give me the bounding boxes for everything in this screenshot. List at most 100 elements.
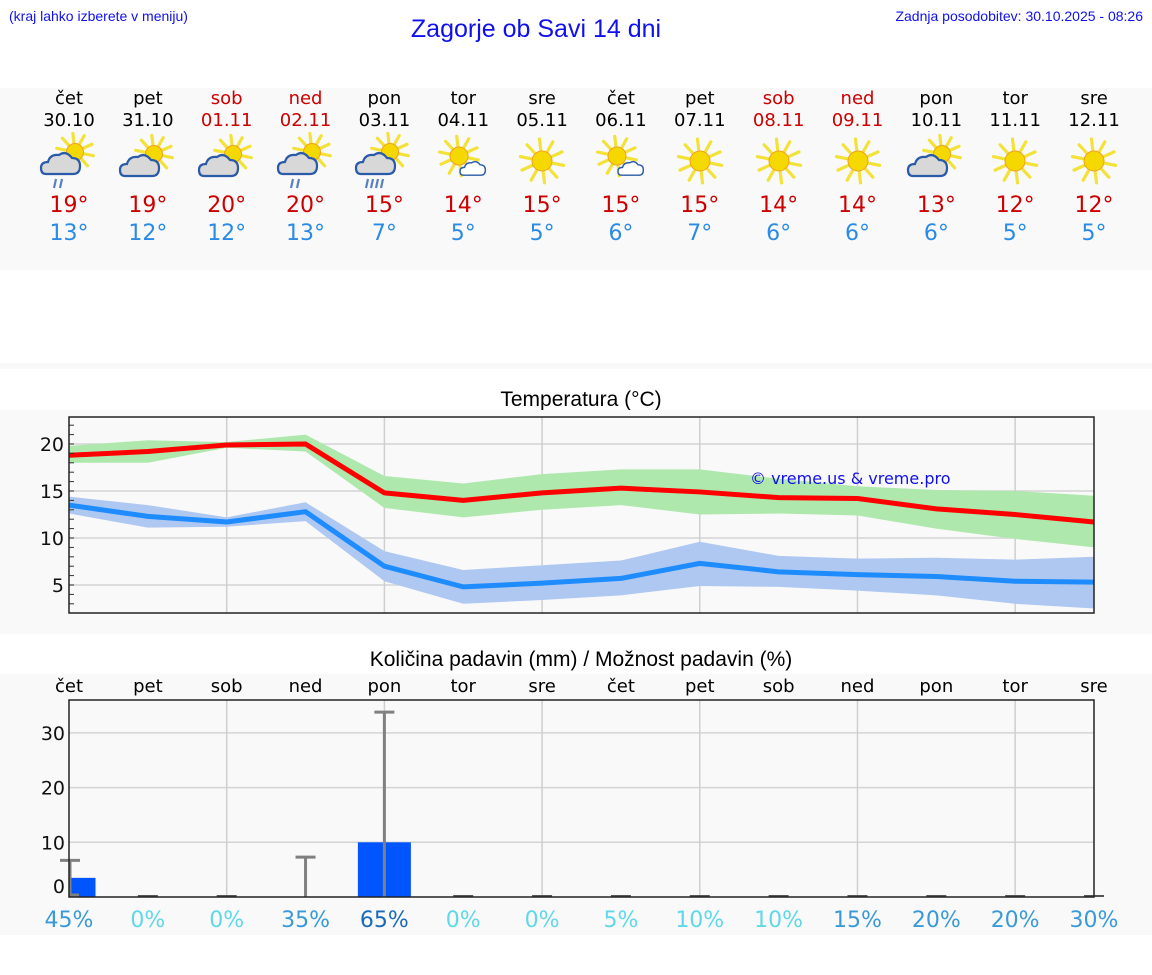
min-temperature: 5°	[450, 221, 476, 246]
sunny-icon	[834, 137, 881, 185]
day-date: 10.11	[910, 110, 963, 131]
watermark: © vreme.us & vreme.pro	[750, 469, 951, 488]
day-forecast: sob 08.11 14° 6°	[740, 88, 818, 248]
max-temperature: 15°	[522, 193, 562, 218]
y-tick-label: 30	[41, 723, 65, 745]
max-temperature: 13°	[916, 193, 956, 218]
day-forecast: tor 04.11 14° 5°	[424, 88, 502, 248]
precip-day-label: ned	[841, 676, 875, 697]
day-forecast: sre 05.11 15° 5°	[503, 88, 581, 248]
max-temperature: 12°	[1074, 193, 1114, 218]
precip-day-label: sob	[211, 676, 243, 697]
day-name: sob	[762, 88, 795, 109]
day-forecast: ned 02.11 20° 13°	[267, 88, 345, 248]
y-tick-label: 10	[41, 832, 65, 854]
day-name: čet	[54, 88, 84, 109]
min-temperature: 6°	[845, 221, 870, 246]
precipitation-probability: 5%	[603, 908, 638, 933]
day-date: 12.11	[1068, 110, 1120, 131]
max-temperature: 14°	[838, 193, 877, 218]
y-tick-label: 5	[52, 575, 64, 597]
mostly-sunny-icon	[438, 134, 487, 178]
min-temperature: 13°	[286, 221, 326, 246]
day-forecast: tor 11.11 12° 5°	[976, 88, 1054, 248]
min-temperature: 6°	[608, 221, 634, 246]
max-temperature: 15°	[364, 193, 404, 218]
sunny-icon	[1070, 137, 1118, 185]
day-date: 08.11	[752, 110, 805, 131]
day-name: pon	[919, 88, 954, 109]
max-temperature-line	[68, 441, 1095, 525]
day-date: 09.11	[831, 110, 884, 131]
min-temperature: 6°	[766, 221, 792, 246]
precipitation-probability: 0%	[525, 908, 560, 933]
day-name: sre	[1080, 88, 1108, 109]
day-forecast: čet 06.11 15° 6°	[582, 88, 660, 248]
max-temperature: 15°	[601, 193, 641, 218]
day-forecast: sre 12.11 12° 5°	[1055, 88, 1133, 248]
day-date: 02.11	[279, 110, 332, 131]
min-temperature: 5°	[1002, 221, 1028, 246]
day-date: 03.11	[358, 110, 411, 131]
min-temperature: 5°	[1081, 221, 1107, 246]
day-date: 05.11	[516, 110, 568, 131]
precip-day-label: sre	[528, 676, 555, 697]
day-date: 01.11	[200, 110, 253, 131]
precipitation-probability: 0%	[446, 908, 481, 933]
precip-day-label: tor	[450, 676, 476, 697]
precipitation-probability: 10%	[754, 908, 803, 933]
page-title: Zagorje ob Savi 14 dni	[410, 15, 662, 43]
precip-day-label: čet	[607, 676, 635, 697]
max-temperature: 20°	[286, 193, 326, 218]
divider	[0, 363, 1152, 369]
precipitation-probability: 35%	[281, 908, 330, 933]
max-temperature: 14°	[443, 193, 483, 218]
precipitation-probability: 65%	[360, 908, 409, 933]
max-temperature: 14°	[759, 193, 799, 218]
day-date: 31.10	[122, 110, 174, 131]
day-name: čet	[606, 88, 635, 109]
location-menu-hint[interactable]: (kraj lahko izberete v meniju)	[9, 8, 188, 24]
sunny-icon	[518, 137, 566, 185]
partly-cloudy-icon	[907, 133, 963, 178]
last-update: Zadnja posodobitev: 30.10.2025 - 08:26	[895, 8, 1143, 24]
precipitation-probability: 0%	[130, 908, 165, 933]
day-forecast: čet 30.10 19° 13°	[30, 88, 108, 248]
precip-day-label: pet	[685, 676, 715, 697]
precip-day-label: sre	[1080, 676, 1107, 697]
precipitation-probability: 30%	[1070, 908, 1119, 933]
day-name: ned	[840, 88, 875, 109]
precip-day-label: sob	[763, 676, 795, 697]
min-temperature: 12°	[207, 221, 247, 246]
day-forecast: pet 31.10 19° 12°	[109, 88, 187, 248]
day-forecast: sob 01.11 20° 12°	[188, 88, 266, 248]
precipitation-probability: 0%	[209, 908, 244, 933]
day-forecast: ned 09.11 14° 6°	[819, 88, 897, 248]
temperature-chart-title: Temperatura (°C)	[500, 388, 662, 411]
min-temperature: 6°	[923, 221, 949, 246]
max-temperature: 15°	[680, 193, 720, 218]
daily-forecast-row: čet 30.10 19° 13° pet 31.10 19° 12° sob 01.11 20° 1…	[0, 88, 1152, 268]
min-temperature: 7°	[371, 221, 397, 246]
partly-cloudy-light-rain-icon	[276, 132, 332, 189]
y-tick-label: 10	[40, 528, 64, 550]
day-date: 30.10	[43, 110, 95, 131]
precipitation-probability: 10%	[675, 908, 724, 933]
partly-cloudy-icon	[197, 133, 253, 178]
day-date: 04.11	[437, 110, 490, 131]
precip-day-label: ned	[289, 676, 323, 697]
day-name: pon	[367, 88, 402, 109]
sunny-icon	[992, 137, 1039, 185]
max-temperature: 20°	[207, 193, 247, 218]
precip-day-label: čet	[55, 676, 83, 697]
y-tick-label: 0	[53, 876, 65, 898]
precipitation-probability: 20%	[991, 908, 1040, 933]
partly-cloudy-rain-icon	[355, 132, 411, 189]
y-tick-label: 20	[40, 434, 64, 456]
day-name: sre	[528, 88, 556, 109]
min-temperature: 12°	[128, 221, 168, 246]
partly-cloudy-icon	[118, 133, 174, 178]
sunny-icon	[676, 137, 723, 185]
